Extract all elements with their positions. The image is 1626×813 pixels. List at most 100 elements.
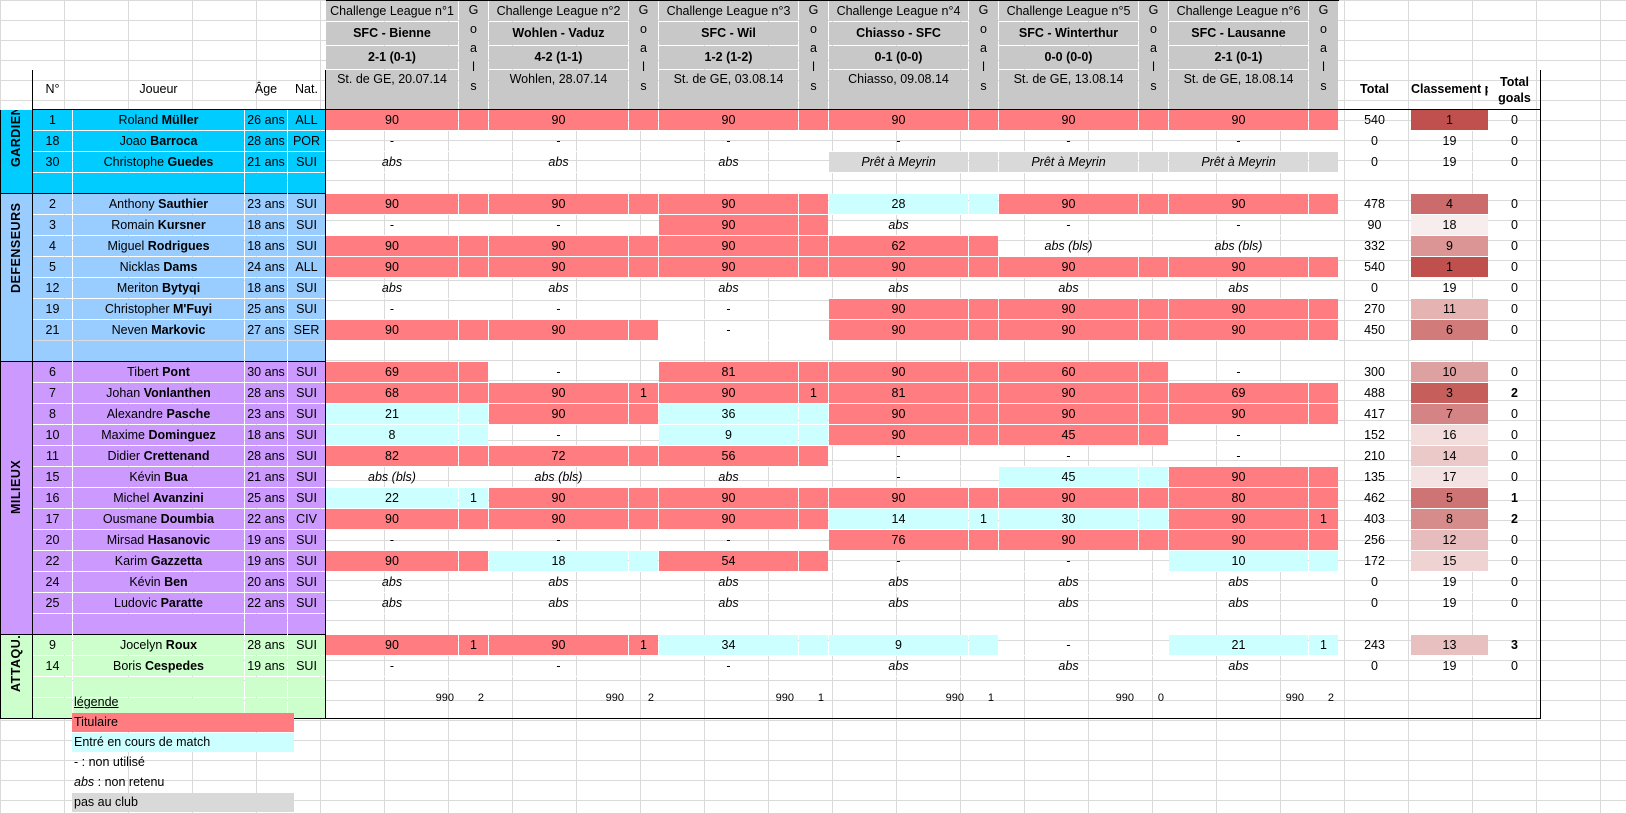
- goals-cell[interactable]: [628, 214, 659, 236]
- blank-cell[interactable]: [1338, 172, 1411, 194]
- minutes-cell[interactable]: abs: [658, 571, 799, 593]
- player-nationality[interactable]: SER: [287, 319, 326, 341]
- player-rank[interactable]: 1: [1410, 109, 1489, 131]
- blank-cell[interactable]: [488, 676, 629, 698]
- goals-cell[interactable]: [458, 130, 489, 152]
- blank-cell[interactable]: [658, 340, 799, 362]
- player-age[interactable]: 18 ans: [244, 235, 288, 257]
- player-nationality[interactable]: SUI: [287, 655, 326, 677]
- goals-cell[interactable]: [1308, 319, 1339, 341]
- player-age[interactable]: 20 ans: [244, 571, 288, 593]
- blank-cell[interactable]: [1338, 697, 1411, 719]
- blank-cell[interactable]: [325, 172, 459, 194]
- blank-cell[interactable]: [1338, 676, 1411, 698]
- player-total-minutes[interactable]: 0: [1338, 571, 1411, 593]
- blank-cell[interactable]: [998, 613, 1139, 635]
- minutes-cell[interactable]: 69: [1168, 382, 1309, 404]
- minutes-cell[interactable]: abs: [325, 277, 459, 299]
- player-age[interactable]: 26 ans: [244, 109, 288, 131]
- player-age[interactable]: 25 ans: [244, 487, 288, 509]
- player-rank[interactable]: 5: [1410, 487, 1489, 509]
- goals-cell[interactable]: [458, 361, 489, 383]
- goals-cell[interactable]: [628, 109, 659, 131]
- blank-cell[interactable]: [828, 172, 969, 194]
- player-total-goals[interactable]: 0: [1488, 403, 1541, 425]
- player-number[interactable]: 4: [32, 235, 73, 257]
- blank-cell[interactable]: [1138, 676, 1169, 698]
- player-nationality[interactable]: SUI: [287, 382, 326, 404]
- goals-cell[interactable]: [458, 445, 489, 467]
- player-rank[interactable]: 16: [1410, 424, 1489, 446]
- goals-cell[interactable]: [1138, 571, 1169, 593]
- minutes-cell[interactable]: -: [828, 445, 969, 467]
- minutes-cell[interactable]: 90: [998, 403, 1139, 425]
- player-rank[interactable]: 14: [1410, 445, 1489, 467]
- player-nationality[interactable]: SUI: [287, 424, 326, 446]
- player-name[interactable]: Boris Cespedes: [72, 655, 245, 677]
- minutes-cell[interactable]: 81: [828, 382, 969, 404]
- player-total-goals[interactable]: 1: [1488, 487, 1541, 509]
- goals-cell[interactable]: [798, 109, 829, 131]
- minutes-cell[interactable]: 10: [1168, 550, 1309, 572]
- player-age[interactable]: 21 ans: [244, 151, 288, 173]
- goals-cell[interactable]: [798, 487, 829, 509]
- goals-cell[interactable]: [458, 655, 489, 677]
- player-total-minutes[interactable]: 210: [1338, 445, 1411, 467]
- minutes-cell[interactable]: abs: [828, 655, 969, 677]
- minutes-cell[interactable]: 90: [1168, 319, 1309, 341]
- minutes-cell[interactable]: -: [488, 529, 629, 551]
- player-total-minutes[interactable]: 300: [1338, 361, 1411, 383]
- minutes-cell[interactable]: abs: [998, 592, 1139, 614]
- header-age[interactable]: Âge: [244, 69, 288, 110]
- minutes-cell[interactable]: 18: [488, 550, 629, 572]
- player-rank[interactable]: 19: [1410, 151, 1489, 173]
- blank-cell[interactable]: [798, 172, 829, 194]
- goals-cell[interactable]: [1308, 592, 1339, 614]
- player-number[interactable]: 25: [32, 592, 73, 614]
- minutes-cell[interactable]: -: [998, 445, 1139, 467]
- goals-cell[interactable]: [798, 550, 829, 572]
- player-total-goals[interactable]: 0: [1488, 298, 1541, 320]
- goals-cell[interactable]: [798, 151, 829, 173]
- goals-cell[interactable]: 1: [1308, 508, 1339, 530]
- blank-num[interactable]: [32, 172, 73, 194]
- blank-num[interactable]: [32, 697, 73, 719]
- player-total-minutes[interactable]: 450: [1338, 319, 1411, 341]
- minutes-cell[interactable]: 90: [488, 256, 629, 278]
- minutes-cell[interactable]: -: [488, 424, 629, 446]
- blank-cell[interactable]: [1168, 613, 1309, 635]
- goals-cell[interactable]: [458, 256, 489, 278]
- minutes-cell[interactable]: abs: [828, 277, 969, 299]
- player-rank[interactable]: 10: [1410, 361, 1489, 383]
- player-age[interactable]: 24 ans: [244, 256, 288, 278]
- goals-cell[interactable]: [1138, 508, 1169, 530]
- minutes-cell[interactable]: abs: [828, 592, 969, 614]
- player-rank[interactable]: 3: [1410, 382, 1489, 404]
- player-nationality[interactable]: SUI: [287, 445, 326, 467]
- player-total-goals[interactable]: 0: [1488, 130, 1541, 152]
- player-total-goals[interactable]: 0: [1488, 592, 1541, 614]
- minutes-cell[interactable]: -: [828, 130, 969, 152]
- match-competition[interactable]: Challenge League n°5: [998, 0, 1139, 22]
- minutes-cell[interactable]: 90: [658, 508, 799, 530]
- minutes-cell[interactable]: 90: [1168, 109, 1309, 131]
- minutes-cell[interactable]: -: [1168, 214, 1309, 236]
- blank-cell[interactable]: [325, 697, 459, 719]
- blank-cell[interactable]: [628, 676, 659, 698]
- goals-cell[interactable]: [798, 529, 829, 551]
- minutes-cell[interactable]: 90: [658, 214, 799, 236]
- minutes-cell[interactable]: Prêt à Meyrin: [828, 151, 969, 173]
- player-total-minutes[interactable]: 90: [1338, 214, 1411, 236]
- player-rank[interactable]: 18: [1410, 214, 1489, 236]
- minutes-cell[interactable]: abs: [658, 466, 799, 488]
- blank-cell[interactable]: [658, 613, 799, 635]
- goals-cell[interactable]: [968, 403, 999, 425]
- minutes-cell[interactable]: 45: [998, 466, 1139, 488]
- goals-cell[interactable]: [628, 655, 659, 677]
- blank-age[interactable]: [244, 340, 288, 362]
- blank-cell[interactable]: [1410, 613, 1489, 635]
- player-rank[interactable]: 15: [1410, 550, 1489, 572]
- minutes-cell[interactable]: 82: [325, 445, 459, 467]
- player-age[interactable]: 23 ans: [244, 403, 288, 425]
